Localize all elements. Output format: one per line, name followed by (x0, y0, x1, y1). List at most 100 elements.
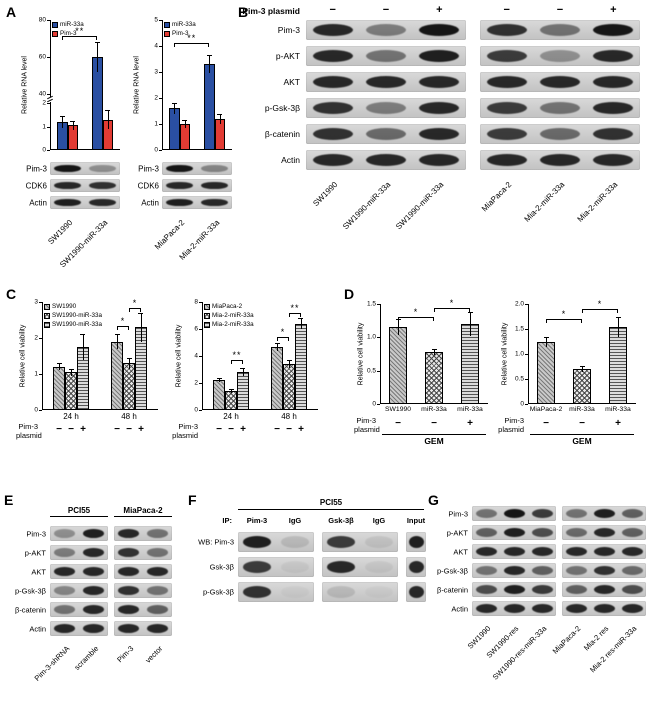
protein-band (117, 586, 140, 595)
plasmid-sign: + (436, 4, 443, 16)
protein-band (593, 547, 615, 556)
bar (461, 324, 479, 404)
error-bar (72, 120, 74, 131)
protein-band (117, 548, 140, 557)
legend-swatch (204, 312, 210, 319)
legend-label: Pim-3 (172, 30, 189, 37)
y-tick (159, 46, 162, 47)
protein-band (621, 566, 643, 575)
y-tick (159, 20, 162, 21)
panel-d-label: D (344, 286, 355, 302)
protein-band (593, 509, 615, 518)
protein-band (166, 181, 193, 190)
protein-band (419, 154, 460, 166)
panel-d-chart-0: Relative cell viability 0 0.5 1.0 1.5 SW1990 m… (354, 298, 494, 482)
gel-strip (50, 602, 108, 617)
error-bar (107, 110, 109, 129)
y-tick (377, 337, 380, 339)
gel-strip (114, 564, 172, 579)
protein-band (565, 604, 587, 613)
lane-label: SW1990 (45, 218, 74, 247)
y-tick (39, 302, 42, 303)
error-bar (470, 312, 471, 336)
significance-text: ** (187, 33, 197, 44)
blot-row-label: p-Gsk-3β (203, 587, 234, 597)
gel-strip (238, 582, 314, 602)
plasmid-sign: − (286, 424, 292, 435)
significance-bracket (289, 312, 301, 317)
y-tick (525, 354, 528, 355)
pim3-plasmid-line1: Pim-3 (178, 422, 198, 431)
significance-text: * (449, 298, 455, 309)
protein-band (82, 548, 105, 557)
blot-row-label: p-Gsk-3β (264, 103, 300, 113)
protein-band (621, 604, 643, 613)
gel-strip (322, 582, 398, 602)
protein-band (117, 567, 140, 576)
error-bar (277, 342, 278, 351)
gel-strip (114, 545, 172, 560)
pim3-plasmid-line2: plasmid (172, 431, 198, 440)
plasmid-sign: − (216, 424, 222, 435)
y-tick (47, 150, 50, 151)
y-tick-label: 4 (154, 42, 158, 50)
error-bar (62, 116, 64, 128)
gel-strip (562, 544, 646, 559)
ip-column-label: Gsk-3β (328, 516, 354, 525)
bar (573, 369, 591, 404)
protein-band (486, 24, 527, 36)
panel-c: C Relative cell viability 0 1 2 3 24 h 48 h SW1… (6, 286, 336, 486)
protein-band (503, 566, 525, 575)
plasmid-sign: − (68, 424, 74, 435)
gel-strip (472, 506, 556, 521)
protein-band (593, 50, 634, 62)
protein-band (593, 604, 615, 613)
x-tick-label: miR-33a (569, 406, 595, 413)
gel-strip (306, 150, 466, 170)
y-tick-label: 1 (154, 120, 158, 128)
gel-strip (50, 621, 108, 636)
y-tick (159, 150, 162, 151)
error-bar (71, 368, 72, 376)
plasmid-sign: − (329, 4, 336, 16)
plasmid-sign: − (228, 424, 234, 435)
plasmid-sign: − (503, 4, 510, 16)
legend-label: Mia-2-miR-33a (212, 321, 254, 328)
y-tick-label: 0.5 (514, 375, 524, 383)
pim3-plasmid-line1: Pim-3 (356, 416, 376, 425)
y-tick (199, 383, 202, 384)
ip-column-label: Input (406, 516, 426, 525)
gel-strip (162, 162, 232, 175)
y-tick-label: 2 (42, 99, 46, 107)
gel-strip (472, 544, 556, 559)
protein-band (312, 128, 353, 140)
error-bar-cap (138, 312, 144, 314)
protein-band (419, 76, 460, 88)
error-bar (582, 366, 583, 372)
gel-strip (162, 179, 232, 192)
blot-row-label: AKT (283, 77, 300, 87)
y-tick-label: 1 (42, 123, 46, 131)
protein-band (146, 586, 169, 595)
significance-bracket (434, 308, 470, 312)
protein-band (280, 536, 310, 548)
protein-band (366, 24, 406, 36)
blot-row-label: β-catenin (15, 605, 46, 614)
gel-strip (50, 545, 108, 560)
protein-band (89, 164, 116, 173)
protein-band (565, 566, 587, 575)
significance-bracket (174, 43, 210, 48)
protein-band (366, 154, 406, 166)
protein-band (242, 561, 272, 573)
bar (213, 380, 225, 410)
protein-band (540, 154, 580, 166)
y-axis-label: Relative cell viability (175, 324, 183, 388)
chart-legend: SW1990 SW1990-miR-33a SW1990-miR-33a (44, 303, 102, 328)
legend-swatch (44, 312, 50, 319)
error-bar (231, 389, 232, 394)
blot-row-label: Actin (451, 604, 468, 613)
gel-strip (406, 582, 426, 602)
bar (609, 326, 627, 404)
bar (123, 363, 135, 410)
